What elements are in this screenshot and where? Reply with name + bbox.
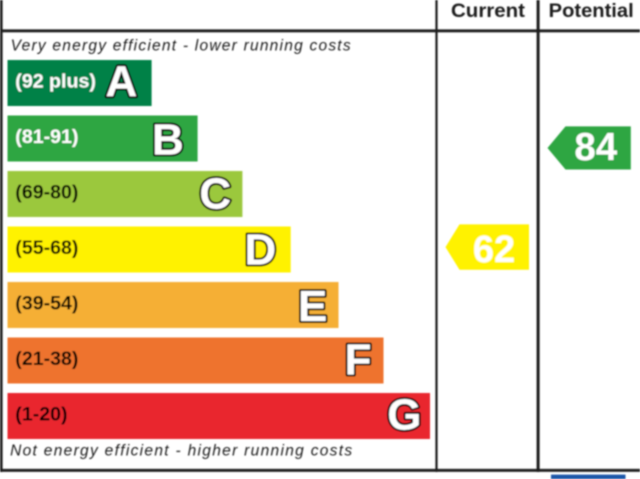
- svg-text:C: C: [199, 170, 231, 219]
- svg-text:(39-54): (39-54): [15, 293, 78, 315]
- svg-text:(92 plus): (92 plus): [15, 71, 96, 93]
- svg-text:62: 62: [473, 229, 515, 271]
- svg-text:84: 84: [574, 126, 617, 169]
- svg-text:F: F: [345, 335, 372, 384]
- svg-text:(55-68): (55-68): [15, 237, 78, 259]
- svg-text:(21-38): (21-38): [15, 348, 78, 370]
- svg-text:Potential: Potential: [549, 0, 634, 22]
- svg-text:A: A: [106, 57, 138, 106]
- svg-text:Not energy efficient - higher: Not energy efficient - higher running co…: [10, 443, 352, 460]
- svg-text:B: B: [152, 115, 184, 164]
- svg-text:D: D: [245, 226, 277, 275]
- svg-text:(69-80): (69-80): [15, 182, 78, 204]
- svg-text:(1-20): (1-20): [15, 404, 67, 426]
- svg-text:E: E: [298, 282, 327, 331]
- svg-text:(81-91): (81-91): [15, 126, 78, 148]
- svg-text:Very energy efficient - lower: Very energy efficient - lower running co…: [11, 38, 351, 55]
- svg-text:Current: Current: [451, 0, 526, 22]
- svg-text:G: G: [387, 390, 421, 439]
